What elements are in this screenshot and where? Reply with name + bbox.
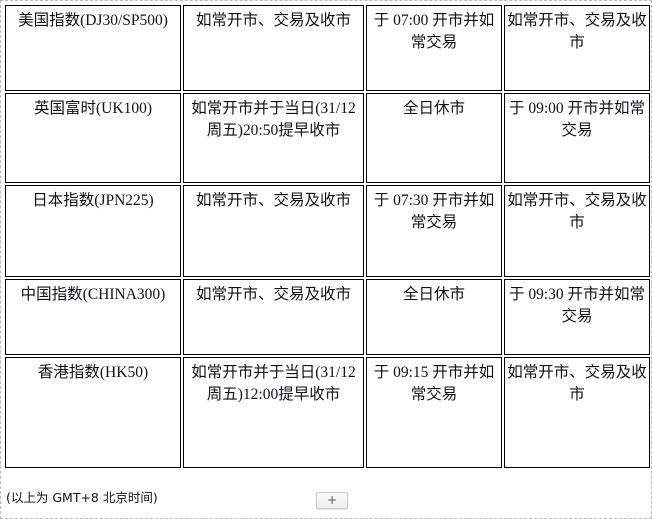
dec31-note: 如常开市、交易及收市 (195, 286, 351, 303)
cell-instrument: 中国指数(CHINA300) (5, 279, 181, 355)
jan1-note: 于 09:15 开市并如常交易 (373, 364, 495, 404)
jan3-note: 于 09:30 开市并如常交易 (508, 286, 646, 326)
trading-hours-table: 美国指数(DJ30/SP500) 如常开市、交易及收市 于 07:00 开市并如… (3, 3, 652, 470)
instrument-label: 日本指数(JPN225) (32, 192, 154, 209)
cell-jan1: 于 09:15 开市并如常交易 (366, 357, 502, 468)
dec31-note: 如常开市并于当日(31/12 周五)12:00提早收市 (191, 364, 356, 404)
jan3-note: 如常开市、交易及收市 (507, 192, 647, 232)
cell-dec31: 如常开市、交易及收市 (183, 185, 364, 277)
jan1-note: 于 07:00 开市并如常交易 (373, 12, 495, 52)
cell-jan3: 如常开市、交易及收市 (504, 5, 650, 91)
instrument-label: 英国富时(UK100) (34, 100, 152, 117)
cell-jan3: 如常开市、交易及收市 (504, 185, 650, 277)
jan1-note: 全日休市 (402, 100, 465, 117)
cell-instrument: 美国指数(DJ30/SP500) (5, 5, 181, 91)
cell-dec31: 如常开市、交易及收市 (183, 5, 364, 91)
jan1-note: 全日休市 (402, 286, 465, 303)
schedule-table-wrapper: 美国指数(DJ30/SP500) 如常开市、交易及收市 于 07:00 开市并如… (3, 3, 650, 470)
instrument-label: 美国指数(DJ30/SP500) (18, 12, 168, 29)
instrument-label: 香港指数(HK50) (37, 364, 149, 381)
cell-jan1: 全日休市 (366, 93, 502, 183)
jan3-note: 于 09:00 开市并如常交易 (508, 100, 646, 140)
dec31-note: 如常开市并于当日(31/12 周五)20:50提早收市 (191, 100, 356, 140)
add-row-button[interactable]: + (316, 492, 348, 509)
table-row: 英国富时(UK100) 如常开市并于当日(31/12 周五)20:50提早收市 … (5, 93, 650, 183)
cell-instrument: 香港指数(HK50) (5, 357, 181, 468)
cell-instrument: 英国富时(UK100) (5, 93, 181, 183)
timezone-note: (以上为 GMT+8 北京时间) (6, 490, 158, 505)
cell-dec31: 如常开市并于当日(31/12 周五)20:50提早收市 (183, 93, 364, 183)
cell-instrument: 日本指数(JPN225) (5, 185, 181, 277)
cell-dec31: 如常开市并于当日(31/12 周五)12:00提早收市 (183, 357, 364, 468)
table-row: 美国指数(DJ30/SP500) 如常开市、交易及收市 于 07:00 开市并如… (5, 5, 650, 91)
cell-jan3: 于 09:30 开市并如常交易 (504, 279, 650, 355)
cell-jan3: 于 09:00 开市并如常交易 (504, 93, 650, 183)
table-row: 香港指数(HK50) 如常开市并于当日(31/12 周五)12:00提早收市 于… (5, 357, 650, 468)
cell-jan1: 于 07:30 开市并如常交易 (366, 185, 502, 277)
cell-jan1: 全日休市 (366, 279, 502, 355)
instrument-label: 中国指数(CHINA300) (20, 286, 166, 303)
table-row: 日本指数(JPN225) 如常开市、交易及收市 于 07:30 开市并如常交易 … (5, 185, 650, 277)
table-row: 中国指数(CHINA300) 如常开市、交易及收市 全日休市 于 09:30 开… (5, 279, 650, 355)
jan3-note: 如常开市、交易及收市 (507, 364, 647, 404)
cell-dec31: 如常开市、交易及收市 (183, 279, 364, 355)
dec31-note: 如常开市、交易及收市 (195, 192, 351, 209)
jan1-note: 于 07:30 开市并如常交易 (373, 192, 495, 232)
cell-jan1: 于 07:00 开市并如常交易 (366, 5, 502, 91)
dec31-note: 如常开市、交易及收市 (195, 12, 351, 29)
cell-jan3: 如常开市、交易及收市 (504, 357, 650, 468)
jan3-note: 如常开市、交易及收市 (507, 12, 647, 52)
